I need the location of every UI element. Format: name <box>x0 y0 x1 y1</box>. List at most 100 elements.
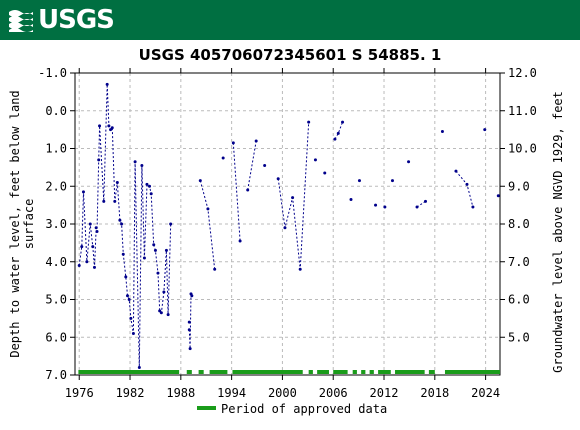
x-axis-ticks: 1976 1982 1988 1994 2000 2006 2012 2018 2024 <box>65 68 500 400</box>
data-point <box>105 82 109 86</box>
approved-period-bar <box>444 370 500 374</box>
series-line-segment <box>232 142 241 242</box>
data-point <box>276 177 280 181</box>
data-point <box>166 313 170 317</box>
data-point <box>187 320 191 324</box>
legend-label: Period of approved data <box>221 402 387 416</box>
series-line-segment <box>334 121 343 140</box>
data-point <box>231 141 235 145</box>
data-point <box>137 365 141 369</box>
x-tick-label: 2024 <box>471 386 500 400</box>
data-point <box>77 264 81 268</box>
data-point <box>336 131 340 135</box>
data-point <box>407 160 411 164</box>
data-point <box>323 171 327 175</box>
data-point <box>454 169 458 173</box>
data-point <box>80 245 84 249</box>
y-tick-label: 6.0 <box>45 330 67 344</box>
approved-period-bar <box>378 370 391 374</box>
data-point <box>190 294 194 298</box>
data-point <box>471 205 475 209</box>
data-point <box>121 252 125 256</box>
approved-period-bar <box>333 370 348 374</box>
data-point <box>145 182 149 186</box>
data-point <box>110 126 114 130</box>
data-point <box>131 331 135 335</box>
data-point <box>291 196 295 200</box>
left-axis-ticks: -1.0 0.0 1.0 2.0 3.0 4.0 5.0 6.0 7.0 <box>38 66 75 382</box>
data-point <box>313 158 317 162</box>
approved-period-bar <box>232 370 303 374</box>
y-tick-label: 5.0 <box>45 293 67 307</box>
approved-period-bar <box>198 370 204 374</box>
data-point <box>113 199 117 203</box>
y-tick-label: 4.0 <box>45 255 67 269</box>
data-point <box>102 199 106 203</box>
usgs-logo-text: USGS <box>38 5 115 35</box>
data-point <box>263 163 267 167</box>
data-point <box>162 290 166 294</box>
y2-tick-label: 9.0 <box>508 179 530 193</box>
data-point <box>98 124 102 128</box>
data-point <box>246 188 250 192</box>
data-point <box>156 271 160 275</box>
y-tick-label: -1.0 <box>38 66 67 80</box>
usgs-logo[interactable]: USGS <box>8 3 115 37</box>
data-point <box>97 158 101 162</box>
legend-swatch <box>197 406 216 410</box>
data-point <box>188 347 192 351</box>
x-tick-label: 2006 <box>319 386 348 400</box>
usgs-banner: USGS <box>0 0 580 40</box>
data-point <box>254 139 258 143</box>
data-point <box>159 311 163 315</box>
x-tick-label: 1988 <box>166 386 195 400</box>
data-point <box>390 179 394 183</box>
data-point <box>341 120 345 124</box>
data-point <box>118 218 122 222</box>
approved-period-bar <box>317 370 329 374</box>
data-point <box>307 120 311 124</box>
y-tick-label: 0.0 <box>45 104 67 118</box>
approved-period-bar <box>209 370 228 374</box>
series-line-segment <box>455 170 474 208</box>
data-point <box>92 265 96 269</box>
data-point <box>149 192 153 196</box>
data-point <box>133 160 137 164</box>
data-point <box>383 205 387 209</box>
data-point <box>298 267 302 271</box>
data-point <box>153 248 157 252</box>
data-point <box>440 130 444 134</box>
x-tick-label: 2012 <box>370 386 399 400</box>
y-tick-label: 2.0 <box>45 179 67 193</box>
data-point <box>423 199 427 203</box>
series-line-segment <box>247 140 257 191</box>
data-point <box>91 245 95 249</box>
data-point <box>164 248 168 252</box>
data-point <box>140 163 144 167</box>
data-point <box>107 124 111 128</box>
series-line-segment <box>199 180 216 270</box>
data-point <box>95 230 99 234</box>
data-point <box>120 222 124 226</box>
data-point <box>124 275 128 279</box>
approved-period-bar <box>352 370 357 374</box>
approved-period-bar <box>395 370 425 374</box>
approved-period-bar <box>361 370 366 374</box>
approved-period-bar <box>78 370 180 374</box>
data-point <box>206 207 210 211</box>
data-point <box>125 294 129 298</box>
data-point <box>374 203 378 207</box>
y2-tick-label: 12.0 <box>508 66 537 80</box>
data-point <box>496 194 500 198</box>
data-point <box>127 298 131 301</box>
approved-period-bar <box>428 370 435 374</box>
chart-title: USGS 405706072345601 S 54885. 1 <box>139 46 442 64</box>
usgs-wave-icon <box>9 10 33 32</box>
legend: Period of approved data <box>197 402 387 416</box>
data-point <box>81 190 85 194</box>
data-point <box>85 260 89 264</box>
left-axis-label-line2: surface <box>22 199 36 250</box>
approved-period-bar <box>369 370 374 374</box>
data-point <box>465 182 469 186</box>
